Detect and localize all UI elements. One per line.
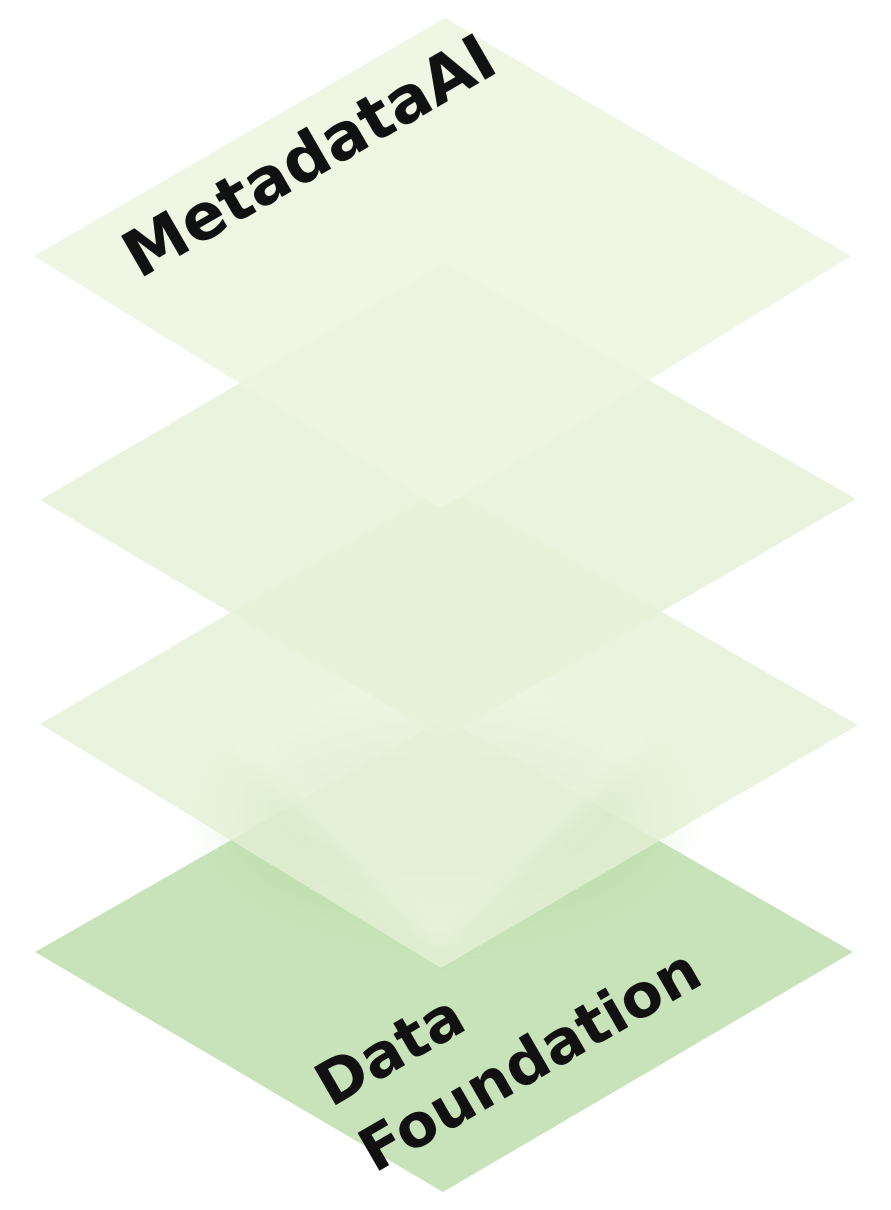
metadata-ai-layer bbox=[34, 18, 851, 508]
middle-layer-3-inner-rim bbox=[230, 630, 650, 952]
